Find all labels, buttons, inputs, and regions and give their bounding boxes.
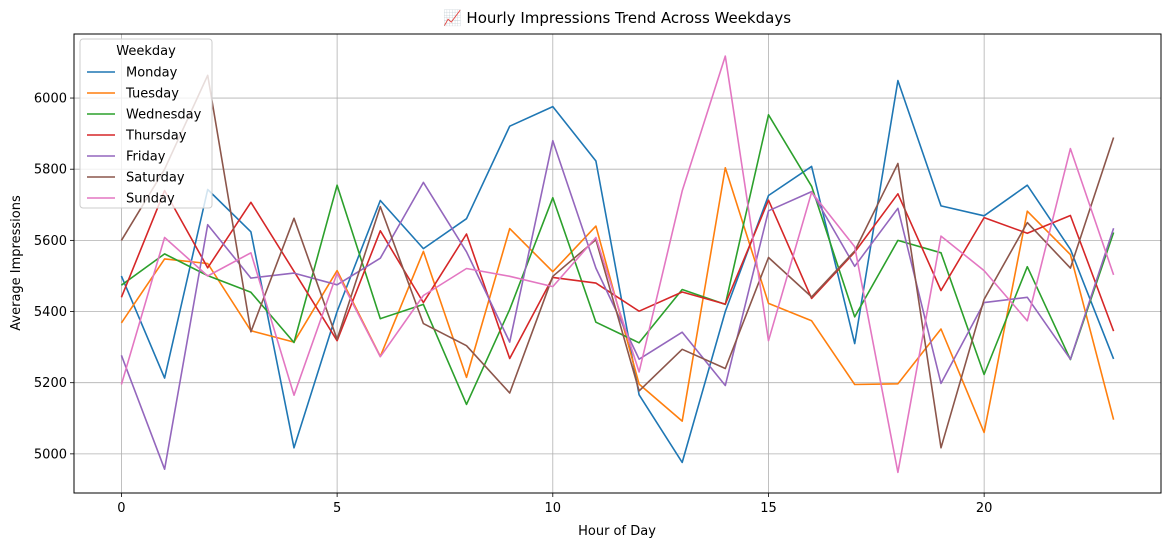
- y-axis-ticks: 5000 5200 5400 5600 5800 6000: [34, 92, 74, 462]
- x-tick-label: 0: [117, 501, 125, 516]
- legend-entry-sunday: Sunday: [87, 192, 175, 207]
- x-tick-label: 20: [976, 501, 993, 516]
- x-tick-label: 15: [760, 501, 777, 516]
- y-tick-label: 6000: [34, 92, 67, 107]
- y-axis-label: Average Impressions: [9, 195, 24, 331]
- series-line-thursday: [120, 189, 1115, 360]
- y-tick-label: 5600: [34, 234, 67, 249]
- series-line-monday: [120, 79, 1115, 464]
- legend-label-monday: Monday: [126, 66, 178, 81]
- legend-entry-monday: Monday: [87, 66, 178, 81]
- y-tick-label: 5400: [34, 305, 67, 320]
- legend-entry-wednesday: Wednesday: [87, 108, 202, 123]
- legend-label-saturday: Saturday: [126, 171, 185, 186]
- legend-label-sunday: Sunday: [126, 192, 175, 207]
- legend-entry-tuesday: Tuesday: [87, 87, 179, 102]
- series-line-wednesday: [120, 114, 1115, 406]
- plot-frame: [73, 33, 1162, 494]
- legend-entry-thursday: Thursday: [87, 129, 187, 144]
- series-line-saturday: [120, 74, 1115, 449]
- legend-entry-friday: Friday: [87, 150, 166, 165]
- legend-title: Weekday: [116, 44, 176, 59]
- x-tick-label: 10: [545, 501, 562, 516]
- series-line-tuesday: [120, 167, 1115, 434]
- y-tick-label: 5000: [34, 447, 67, 462]
- legend-box: [79, 38, 213, 209]
- y-tick-label: 5200: [34, 376, 67, 391]
- series-lines: [120, 55, 1115, 474]
- legend-label-thursday: Thursday: [125, 129, 187, 144]
- y-tick-label: 5800: [34, 163, 67, 178]
- legend-label-wednesday: Wednesday: [126, 108, 202, 123]
- gridlines: [74, 34, 1161, 493]
- legend: Weekday Monday Tuesday Wednesday Thursday Fr…: [79, 38, 213, 209]
- legend-entry-saturday: Saturday: [87, 171, 185, 186]
- x-tick-label: 5: [333, 501, 341, 516]
- legend-label-friday: Friday: [126, 150, 166, 165]
- chart-title: 📈 Hourly Impressions Trend Across Weekda…: [443, 9, 791, 27]
- x-axis-label: Hour of Day: [578, 524, 656, 539]
- series-line-sunday: [120, 55, 1115, 474]
- legend-label-tuesday: Tuesday: [125, 87, 179, 102]
- x-axis-ticks: 0 5 10 15 20: [117, 493, 992, 516]
